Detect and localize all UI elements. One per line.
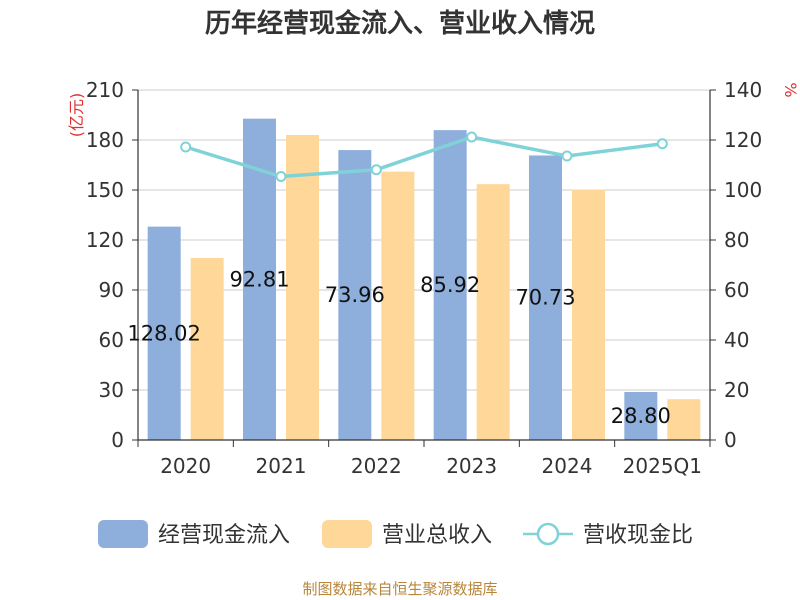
legend-label: 经营现金流入 bbox=[158, 523, 290, 548]
right-axis-tick-label: 100 bbox=[724, 178, 762, 202]
right-axis-tick-label: 20 bbox=[724, 378, 749, 402]
right-axis-tick-label: 40 bbox=[724, 328, 749, 352]
cash-inflow-bar bbox=[433, 130, 467, 440]
cash-inflow-bar bbox=[147, 226, 181, 440]
x-axis-tick-label: 2023 bbox=[446, 454, 497, 478]
ratio-point bbox=[466, 131, 478, 143]
legend-swatch bbox=[322, 520, 372, 548]
x-axis-tick-label: 2021 bbox=[256, 454, 307, 478]
bars bbox=[147, 118, 701, 441]
legend-swatch bbox=[98, 520, 148, 548]
x-axis-tick-label: 2020 bbox=[160, 454, 211, 478]
cash-inflow-label: 85.92 bbox=[420, 273, 480, 297]
x-axis-tick-label: 2025Q1 bbox=[623, 454, 702, 478]
ratio-point bbox=[656, 138, 668, 150]
legend-swatch-marker bbox=[536, 522, 560, 546]
revenue-bar bbox=[381, 171, 415, 440]
cash-inflow-label: 28.80 bbox=[611, 404, 671, 428]
right-axis-tick-label: 80 bbox=[724, 228, 749, 252]
right-axis-tick-label: 120 bbox=[724, 128, 762, 152]
cash-inflow-label: 73.96 bbox=[325, 283, 385, 307]
right-axis-tick-label: 0 bbox=[724, 428, 737, 452]
revenue-bar bbox=[190, 258, 224, 440]
legend-ratio: 营收现金比 bbox=[523, 522, 693, 548]
revenue-bar bbox=[572, 189, 605, 440]
right-axis-tick-label: 60 bbox=[724, 278, 749, 302]
ratio-point bbox=[370, 164, 382, 176]
cash-inflow-bar bbox=[338, 150, 372, 441]
ratio-line bbox=[180, 131, 668, 182]
cash-inflow-bar bbox=[624, 392, 658, 440]
data-labels: 128.02 92.81 73.96 85.92 70.73 28.80 bbox=[127, 267, 670, 428]
axes: 0 0 30 20 60 40 90 60 120 80 150 100 180 120 210 140 202… bbox=[86, 78, 762, 478]
legend: 经营现金流入 营业总收入 营收现金比 bbox=[98, 520, 693, 548]
cash-inflow-bar bbox=[529, 155, 562, 440]
left-axis-tick-label: 60 bbox=[99, 328, 124, 352]
ratio-point bbox=[180, 141, 192, 153]
revenue-bar bbox=[667, 399, 701, 440]
ratio-point bbox=[561, 150, 573, 162]
gridlines bbox=[138, 89, 710, 391]
left-axis-tick-label: 120 bbox=[86, 228, 124, 252]
revenue-bar bbox=[286, 135, 319, 440]
left-axis-tick-label: 210 bbox=[86, 78, 124, 102]
cash-inflow-label: 70.73 bbox=[515, 286, 575, 310]
x-axis-tick-label: 2022 bbox=[351, 454, 402, 478]
legend-label: 营业总收入 bbox=[382, 523, 492, 548]
left-axis-tick-label: 0 bbox=[111, 428, 124, 452]
left-axis-unit: (亿元) bbox=[67, 93, 86, 138]
left-axis-tick-label: 150 bbox=[86, 178, 124, 202]
ratio-line-path bbox=[185, 135, 663, 179]
right-axis-unit: % bbox=[781, 82, 800, 97]
revenue-bar bbox=[476, 184, 510, 440]
source-note: 制图数据来自恒生聚源数据库 bbox=[302, 580, 497, 598]
legend-cash-inflow: 经营现金流入 bbox=[98, 520, 290, 548]
left-axis-tick-label: 30 bbox=[99, 378, 124, 402]
x-axis-tick-label: 2024 bbox=[542, 454, 593, 478]
left-axis-tick-label: 180 bbox=[86, 128, 124, 152]
cash-inflow-label: 128.02 bbox=[127, 321, 200, 345]
legend-revenue: 营业总收入 bbox=[322, 520, 492, 548]
cash-inflow-label: 92.81 bbox=[229, 267, 289, 291]
chart-title: 历年经营现金流入、营业收入情况 bbox=[205, 8, 595, 39]
legend-label: 营收现金比 bbox=[583, 523, 693, 548]
ratio-point bbox=[275, 171, 287, 182]
left-axis-tick-label: 90 bbox=[99, 278, 124, 302]
right-axis-tick-label: 140 bbox=[724, 78, 762, 102]
